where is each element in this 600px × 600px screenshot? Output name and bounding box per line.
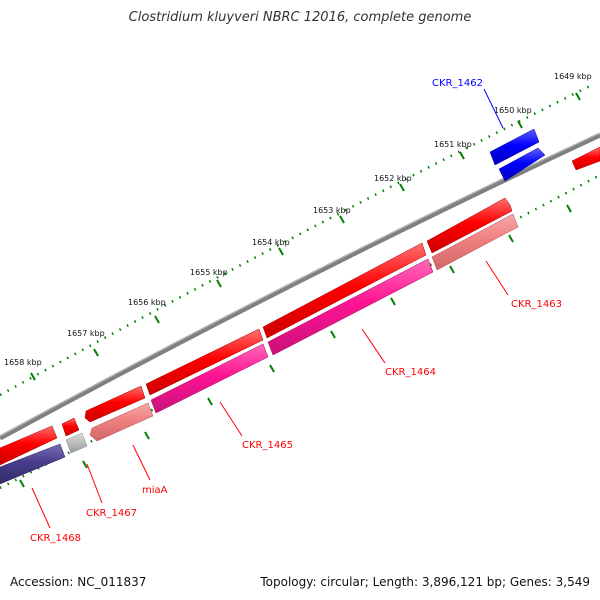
outer-major-ticks	[30, 92, 581, 381]
gene-forward-left[interactable]	[0, 425, 58, 466]
gene-label-ckr-1468: CKR_1468	[30, 533, 81, 544]
gene-reverse-1463[interactable]	[431, 213, 519, 271]
gene-forward-miaA[interactable]	[84, 385, 146, 423]
kbp-label: 1655 kbp	[190, 268, 228, 277]
gene-label-ckr-1465: CKR_1465	[242, 440, 293, 451]
gene-label-ckr-1462: CKR_1462	[432, 78, 483, 89]
kbp-label: 1650 kbp	[494, 106, 532, 115]
kbp-label: 1652 kbp	[374, 174, 412, 183]
leader-ckr-1462	[483, 88, 504, 129]
gene-forward-1463[interactable]	[426, 197, 513, 254]
outer-scale-ring	[0, 84, 591, 397]
gene-forward-far-right[interactable]	[571, 146, 600, 171]
gene-label-ckr-1463: CKR_1463	[511, 299, 562, 310]
gene-reverse-1468[interactable]	[0, 443, 66, 485]
kbp-label: 1658 kbp	[4, 358, 42, 367]
gene-reverse-1465[interactable]	[150, 343, 269, 414]
kbp-label: 1653 kbp	[313, 206, 351, 215]
kbp-label: 1649 kbp	[554, 72, 592, 81]
gene-label-ckr-1464: CKR_1464	[385, 367, 436, 378]
kbp-label: 1651 kbp	[434, 140, 472, 149]
leader-ckr-1464	[361, 328, 386, 364]
leader-miaA	[132, 444, 151, 481]
topology-text: Topology: circular; Length: 3,896,121 bp…	[260, 575, 590, 589]
gene-forward-small[interactable]	[61, 417, 80, 437]
gene-label-ckr-1467: CKR_1467	[86, 508, 137, 519]
leader-ckr-1465	[219, 401, 243, 437]
gene-reverse-1467[interactable]	[65, 432, 88, 454]
gene-reverse-1464[interactable]	[267, 258, 434, 356]
accession-text: Accession: NC_011837	[10, 575, 147, 589]
leader-ckr-1463	[485, 260, 509, 296]
kbp-label: 1657 kbp	[67, 329, 105, 338]
gene-reverse-miaA[interactable]	[89, 402, 154, 442]
gene-ckr-1462-upper[interactable]	[489, 128, 540, 166]
genome-backbone	[0, 132, 600, 441]
inner-major-ticks	[19, 204, 572, 488]
gene-forward-1465[interactable]	[145, 328, 264, 396]
leader-ckr-1468	[31, 487, 51, 529]
gene-ckr-1462-lower[interactable]	[498, 147, 546, 182]
gene-label-miaA: miaA	[142, 485, 168, 496]
kbp-label: 1656 kbp	[128, 298, 166, 307]
gene-forward-1464[interactable]	[262, 242, 427, 339]
kbp-label: 1654 kbp	[252, 238, 290, 247]
page-title: Clostridium kluyveri NBRC 12016, complet…	[128, 10, 472, 25]
leader-ckr-1467	[86, 463, 103, 504]
